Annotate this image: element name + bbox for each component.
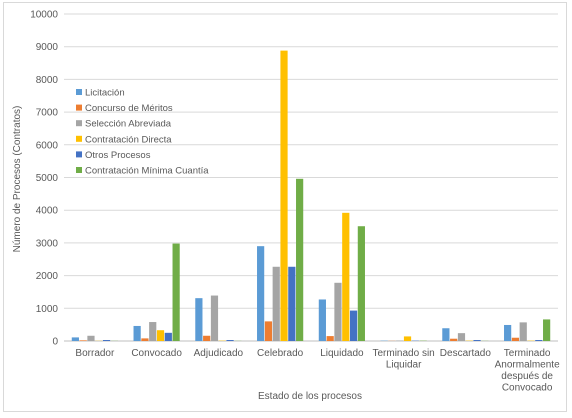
bar: [327, 336, 334, 341]
x-tick-label: Convocado: [131, 348, 182, 359]
y-tick-label: 8000: [36, 75, 59, 86]
bar: [195, 298, 202, 341]
bar: [442, 328, 449, 341]
legend-label: Contratación Directa: [85, 134, 172, 145]
legend-label: Selección Abreviada: [85, 119, 172, 130]
bar: [80, 340, 87, 341]
bar-chart: 0 1000 2000 3000 4000 5000 6000 7000 8000 9000 100…: [4, 3, 568, 413]
bars: [72, 51, 550, 341]
bar: [350, 311, 357, 341]
x-axis-title: Estado de los procesos: [258, 391, 362, 402]
bar: [141, 338, 148, 341]
bar: [535, 340, 542, 341]
bar: [473, 340, 480, 341]
legend-swatch: [76, 136, 82, 142]
y-tick-labels: 0 1000 2000 3000 4000 5000 6000 7000 8000 9000 100…: [30, 10, 58, 348]
bar: [543, 319, 550, 341]
y-tick-label: 9000: [36, 42, 59, 53]
bar: [504, 325, 511, 341]
y-tick-label: 4000: [36, 206, 59, 217]
bar: [257, 246, 264, 341]
bar: [203, 336, 210, 341]
y-tick-label: 10000: [30, 10, 58, 21]
legend-swatch: [76, 120, 82, 126]
legend-label: Licitación: [85, 88, 125, 99]
y-axis-title: Número de Procesos (Contratos): [12, 106, 23, 253]
legend-swatch: [76, 151, 82, 157]
bar: [149, 322, 156, 341]
x-tick-label: Liquidado: [320, 348, 364, 359]
bar: [103, 340, 110, 341]
bar: [173, 244, 180, 341]
y-tick-label: 7000: [36, 108, 59, 119]
legend: Licitación Concurso de Méritos Selección A…: [76, 88, 209, 177]
legend-label: Concurso de Méritos: [85, 103, 173, 114]
legend-label: Otros Procesos: [85, 150, 151, 161]
bar: [211, 296, 218, 341]
bar: [265, 321, 272, 341]
legend-swatch: [76, 105, 82, 111]
x-tick-label: Descartado: [440, 348, 492, 359]
y-tick-label: 0: [52, 337, 58, 348]
bar: [87, 336, 94, 341]
x-tick-label: Adjudicado: [194, 348, 244, 359]
bar: [319, 299, 326, 341]
bar: [296, 179, 303, 341]
legend-label: Contratación Mínima Cuantía: [85, 166, 209, 177]
chart-frame: 0 1000 2000 3000 4000 5000 6000 7000 8000 9000 100…: [3, 2, 567, 412]
bar: [288, 267, 295, 341]
x-tick-labels: Borrador Convocado Adjudicado Celebrado Liqu…: [75, 348, 560, 394]
bar: [512, 338, 519, 341]
x-tick-label: Celebrado: [257, 348, 304, 359]
bar: [404, 336, 411, 341]
bar: [334, 283, 341, 341]
bar: [273, 267, 280, 341]
bar: [280, 51, 287, 341]
y-tick-label: 2000: [36, 271, 59, 282]
bar: [520, 322, 527, 341]
bar: [358, 226, 365, 341]
bar: [342, 213, 349, 341]
gridlines: [64, 14, 558, 308]
legend-swatch: [76, 89, 82, 95]
y-tick-label: 6000: [36, 140, 59, 151]
legend-swatch: [76, 167, 82, 173]
bar: [165, 333, 172, 341]
y-tick-label: 3000: [36, 238, 59, 249]
bar: [450, 339, 457, 341]
y-tick-label: 5000: [36, 173, 59, 184]
bar: [134, 326, 141, 341]
x-tick-label: Borrador: [75, 348, 115, 359]
bar: [226, 340, 233, 341]
y-tick-label: 1000: [36, 304, 59, 315]
bar: [72, 337, 79, 341]
bar: [458, 333, 465, 341]
bar: [157, 330, 164, 341]
